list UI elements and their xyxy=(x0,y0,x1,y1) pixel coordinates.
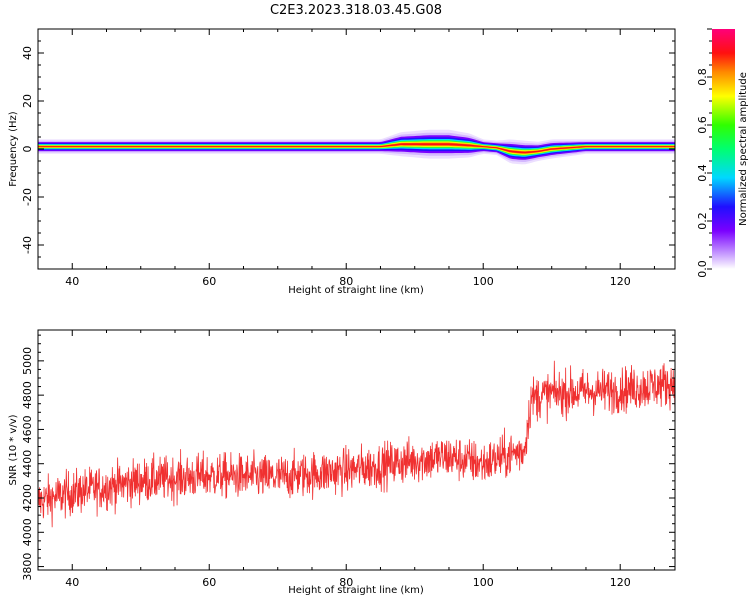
colorbar-tick-label: 0.0 xyxy=(696,260,709,278)
colorbar-tick-label: 0.8 xyxy=(696,68,709,86)
colorbar-tick-label: 0.6 xyxy=(696,116,709,134)
snr-xtick-label: 40 xyxy=(65,576,79,589)
snr-ytick-label: 4800 xyxy=(21,381,34,409)
snr-line xyxy=(38,360,675,528)
spectrogram-xtick-label: 100 xyxy=(473,275,494,288)
colorbar-tick-label: 0.4 xyxy=(696,164,709,182)
figure-title: C2E3.2023.318.03.45.G08 xyxy=(270,3,442,18)
colorbar: 0.0 0.2 0.4 0.6 0.8 Normalized spectral ampl… xyxy=(696,28,749,278)
snr-ytick-label: 3800 xyxy=(21,553,34,581)
spectrogram-xtick-label: 40 xyxy=(65,275,79,288)
snr-ytick-label: 4000 xyxy=(21,518,34,546)
snr-ylabel: SNR (10 * v/v) xyxy=(8,414,19,485)
colorbar-tick-label: 0.2 xyxy=(696,212,709,230)
snr-ytick-label: 4600 xyxy=(21,415,34,443)
colorbar-label: Normalized spectral amplitude xyxy=(738,72,749,226)
spectrogram-ticks: 40 60 80 100 120 -40 -20 0 20 40 xyxy=(21,28,675,288)
snr-ytick-label: 5000 xyxy=(21,347,34,375)
colorbar-gradient xyxy=(712,29,735,269)
spectrogram-xtick-label: 120 xyxy=(610,275,631,288)
snr-ticks: 40 60 80 100 120 3800 4000 4200 4400 4600 4800 5000 xyxy=(21,330,675,589)
spectrogram-xtick-label: 80 xyxy=(339,275,353,288)
spectrogram-ytick-label: 20 xyxy=(21,94,34,108)
spectrogram-ytick-label: -40 xyxy=(21,236,34,254)
snr-frame xyxy=(37,329,676,571)
spectrogram-panel: 40 60 80 100 120 -40 -20 0 20 40 Height of straig… xyxy=(8,28,676,296)
snr-ytick-label: 4200 xyxy=(21,484,34,512)
spectrogram-ylabel: Frequency (Hz) xyxy=(8,111,19,187)
snr-xtick-label: 80 xyxy=(339,576,353,589)
snr-ytick-label: 4400 xyxy=(21,450,34,478)
spectrogram-ytick-label: -20 xyxy=(21,188,34,206)
colorbar-ticks: 0.0 0.2 0.4 0.6 0.8 xyxy=(696,28,712,278)
snr-series xyxy=(38,360,675,528)
snr-xlabel: Height of straight line (km) xyxy=(288,585,424,596)
spectrogram-xlabel: Height of straight line (km) xyxy=(288,285,424,296)
snr-panel: 40 60 80 100 120 3800 4000 4200 4400 4600 4800 5000… xyxy=(8,329,676,596)
spectrogram-ridge xyxy=(38,129,675,165)
spectrogram-xtick-label: 60 xyxy=(202,275,216,288)
snr-xtick-label: 120 xyxy=(610,576,631,589)
spectrogram-ytick-label: 40 xyxy=(21,46,34,60)
snr-xtick-label: 60 xyxy=(202,576,216,589)
spectrogram-ytick-label: 0 xyxy=(21,146,34,153)
snr-xtick-label: 100 xyxy=(473,576,494,589)
